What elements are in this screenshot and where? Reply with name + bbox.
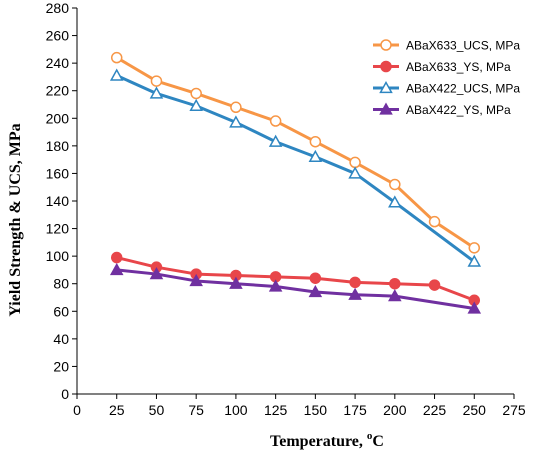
series-3-point <box>388 195 402 208</box>
series-3 <box>109 68 482 267</box>
x-tick-label: 150 <box>304 402 328 418</box>
series-1-line <box>115 56 476 250</box>
series-4-point <box>388 289 402 302</box>
x-tick-label: 175 <box>343 402 367 418</box>
series-2-point <box>389 277 401 290</box>
y-tick-label: 200 <box>46 110 70 126</box>
series-1-point <box>389 178 401 191</box>
legend-label: ABaX422_YS, MPa <box>406 103 511 117</box>
series-1 <box>110 51 481 254</box>
y-tick-label: 220 <box>46 83 70 99</box>
x-tick-label: 100 <box>224 402 248 418</box>
legend: ABaX633_UCS, MPa ABaX633_YS, MPa ABaX422_U… <box>373 39 520 117</box>
y-tick-label: 60 <box>53 303 69 319</box>
series-4-point <box>348 287 362 300</box>
series-3-point <box>348 166 362 179</box>
y-tick-label: 160 <box>46 165 70 181</box>
legend-label: ABaX422_UCS, MPa <box>406 82 520 96</box>
series-1-point <box>349 156 361 169</box>
y-tick-label: 260 <box>46 28 70 44</box>
series-4-point <box>467 301 482 314</box>
series-1-point <box>468 242 481 254</box>
series-4-point <box>109 262 124 276</box>
x-tick-label: 125 <box>264 402 288 418</box>
series-4 <box>109 262 482 314</box>
y-tick-label: 0 <box>61 386 69 402</box>
series-3-point <box>189 98 203 112</box>
y-axis-title: Yield Strength & UCS, MPa <box>7 123 24 316</box>
series-1-point <box>269 115 282 127</box>
y-tick-label: 20 <box>53 358 69 374</box>
legend-swatch-marker <box>379 80 393 94</box>
series-3-point <box>467 254 482 267</box>
series-1-point <box>230 101 242 114</box>
y-axis-ticks: 0 20 40 60 80 100 120 140 160 180 200 220 240 260 280 <box>46 0 77 402</box>
series-4-line <box>116 268 475 311</box>
series-1-point <box>110 51 123 64</box>
legend-label: ABaX633_UCS, MPa <box>406 39 520 53</box>
y-tick-label: 180 <box>46 138 70 154</box>
series-1-point <box>150 75 163 87</box>
y-tick-label: 80 <box>53 276 69 292</box>
series-3-point <box>149 86 164 99</box>
x-tick-label: 275 <box>502 402 526 418</box>
x-tick-label: 250 <box>463 402 487 418</box>
series-3-point <box>308 149 323 163</box>
series-3-point <box>109 68 124 81</box>
y-tick-label: 280 <box>46 0 70 16</box>
y-tick-label: 140 <box>46 193 70 209</box>
series-2-point <box>349 276 361 289</box>
series-1-point <box>309 135 322 148</box>
y-tick-label: 120 <box>46 221 70 237</box>
x-axis-title: Temperature, oC <box>270 430 384 450</box>
y-tick-label: 40 <box>53 331 69 347</box>
series-4-point <box>189 273 203 287</box>
legend-swatch-marker <box>380 60 392 73</box>
x-tick-label: 25 <box>109 402 125 418</box>
x-tick-label: 225 <box>423 402 447 418</box>
series-2-point <box>428 279 441 291</box>
series-3-point <box>229 115 243 128</box>
series-4-point <box>229 276 243 289</box>
series-layer <box>109 51 482 314</box>
series-4-point <box>149 267 164 280</box>
legend-swatch-marker <box>380 39 392 51</box>
legend-label: ABaX633_YS, MPa <box>406 60 511 74</box>
series-2 <box>110 251 481 307</box>
x-tick-label: 50 <box>149 402 165 418</box>
x-axis-title-superscript: o <box>367 430 373 442</box>
x-tick-label: 200 <box>383 402 407 418</box>
x-tick-label: 75 <box>188 402 204 418</box>
x-axis-title-unit: C <box>372 433 384 450</box>
y-tick-label: 100 <box>46 248 70 264</box>
series-2-line <box>116 256 475 302</box>
series-2-point <box>309 272 322 284</box>
series-4-point <box>268 279 283 292</box>
series-1-point <box>428 215 441 228</box>
series-3-point <box>268 134 283 147</box>
y-tick-label: 240 <box>46 55 70 71</box>
x-axis-ticks: 0 25 50 75 100 125 150 175 200 225 250 275 <box>73 394 526 418</box>
x-tick-label: 0 <box>73 402 81 418</box>
series-2-point <box>110 251 123 264</box>
series-4-point <box>308 284 323 298</box>
series-1-point <box>190 87 202 100</box>
x-axis-title-text: Temperature, <box>270 433 367 450</box>
legend-swatch-marker <box>379 102 393 115</box>
